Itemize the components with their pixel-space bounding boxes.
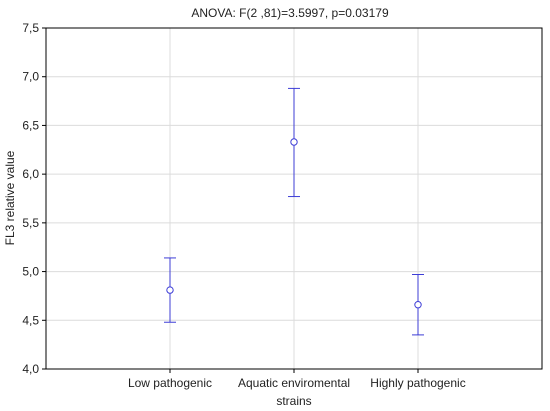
x-axis-ticks: Low pathogenic Aquatic enviromental Highly…	[128, 369, 466, 390]
y-tick-label: 6,0	[22, 167, 39, 181]
y-tick-label: 6,5	[22, 118, 39, 132]
y-tick-label: 4,0	[22, 362, 39, 376]
x-tick-label: Aquatic enviromental	[238, 376, 350, 390]
y-tick-label: 4,5	[22, 313, 39, 327]
x-tick-label: Highly pathogenic	[370, 376, 465, 390]
y-tick-label: 5,5	[22, 216, 39, 230]
mean-point	[414, 300, 422, 309]
y-tick-label: 5,0	[22, 265, 39, 279]
y-tick-label: 7,5	[22, 21, 39, 35]
y-axis-ticks: 4,0 4,5 5,0 5,5 6,0 6,5 7,0 7,5	[22, 21, 46, 376]
mean-point	[166, 286, 174, 294]
y-tick-label: 7,0	[22, 70, 39, 84]
y-axis-title: FL3 relative value	[3, 150, 17, 245]
x-tick-label: Low pathogenic	[128, 376, 212, 390]
x-axis-title: strains	[276, 394, 311, 408]
chart-title: ANOVA: F(2 ,81)=3.5997, p=0.03179	[191, 6, 389, 20]
mean-point	[290, 138, 298, 146]
marks-layer	[164, 87, 424, 336]
